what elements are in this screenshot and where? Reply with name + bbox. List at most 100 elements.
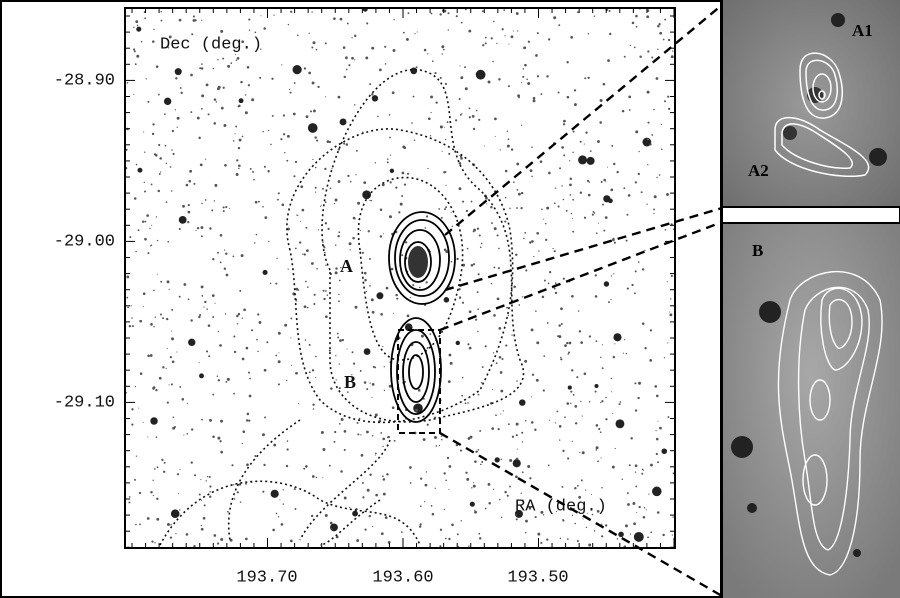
star bbox=[152, 480, 153, 481]
star bbox=[521, 82, 522, 83]
star bbox=[316, 49, 318, 51]
star bbox=[502, 28, 504, 30]
star bbox=[471, 201, 473, 203]
star bbox=[601, 400, 603, 402]
star bbox=[562, 450, 564, 452]
star bbox=[172, 153, 174, 155]
star bbox=[434, 436, 437, 439]
star bbox=[559, 425, 562, 428]
star bbox=[325, 96, 326, 97]
star bbox=[150, 354, 153, 357]
star bbox=[521, 192, 523, 194]
star bbox=[206, 308, 208, 310]
star bbox=[434, 72, 436, 74]
star bbox=[384, 390, 385, 391]
star bbox=[290, 317, 292, 319]
star bbox=[174, 426, 176, 428]
star bbox=[278, 192, 280, 194]
star bbox=[522, 76, 524, 78]
star bbox=[525, 532, 527, 534]
star bbox=[491, 283, 492, 284]
star bbox=[647, 91, 650, 94]
star bbox=[496, 362, 498, 364]
star bbox=[270, 283, 271, 284]
star bbox=[447, 12, 449, 14]
star bbox=[560, 357, 561, 358]
star bbox=[275, 283, 277, 285]
star bbox=[452, 226, 453, 227]
star bbox=[536, 379, 539, 382]
star bbox=[408, 12, 410, 14]
star bbox=[600, 431, 602, 433]
star bbox=[150, 491, 152, 493]
star bbox=[346, 349, 347, 350]
star bbox=[371, 47, 374, 50]
star bbox=[139, 492, 141, 494]
star bbox=[305, 339, 306, 340]
star bbox=[297, 215, 298, 216]
star bbox=[671, 275, 673, 277]
star bbox=[656, 395, 659, 398]
star bbox=[382, 438, 385, 441]
star bbox=[200, 479, 201, 480]
star bbox=[264, 369, 267, 372]
star bbox=[478, 394, 480, 396]
star bbox=[473, 482, 474, 483]
star bbox=[225, 253, 227, 255]
star bbox=[473, 128, 475, 130]
star bbox=[253, 179, 255, 181]
star bbox=[638, 261, 640, 263]
star bbox=[435, 101, 437, 103]
star bbox=[658, 421, 659, 422]
star bbox=[518, 193, 521, 196]
star bbox=[217, 59, 218, 60]
star bbox=[288, 24, 289, 25]
star bbox=[209, 496, 211, 498]
star bbox=[301, 209, 304, 212]
star bbox=[401, 254, 403, 256]
star bbox=[511, 35, 514, 38]
star bbox=[571, 295, 574, 298]
star bbox=[166, 201, 168, 203]
star bbox=[533, 256, 534, 257]
star bbox=[597, 140, 600, 143]
star bbox=[234, 133, 235, 134]
star bbox=[634, 47, 636, 49]
star bbox=[423, 438, 426, 441]
star bbox=[238, 147, 240, 149]
star bbox=[157, 466, 159, 468]
star bbox=[157, 274, 158, 275]
star bbox=[304, 67, 306, 69]
star bbox=[537, 75, 539, 77]
star bbox=[448, 153, 450, 155]
star bbox=[224, 164, 227, 167]
star bbox=[278, 383, 280, 385]
star bbox=[507, 130, 508, 131]
star bbox=[364, 381, 367, 384]
star bbox=[338, 148, 340, 150]
star bbox=[506, 307, 508, 309]
star bbox=[668, 108, 670, 110]
star bbox=[444, 509, 445, 510]
star bbox=[322, 477, 323, 478]
star bbox=[226, 274, 229, 277]
star bbox=[188, 298, 190, 300]
star bbox=[588, 544, 591, 547]
star bbox=[240, 81, 242, 83]
star bbox=[311, 47, 313, 49]
star bbox=[345, 56, 348, 59]
star bbox=[166, 368, 167, 369]
star bbox=[456, 341, 460, 345]
star bbox=[186, 433, 188, 435]
star bbox=[647, 164, 648, 165]
star bbox=[224, 249, 225, 250]
star bbox=[469, 108, 471, 110]
star bbox=[362, 482, 364, 484]
star bbox=[398, 211, 400, 213]
star bbox=[484, 145, 485, 146]
star bbox=[335, 244, 337, 246]
star bbox=[670, 298, 671, 299]
star bbox=[505, 345, 507, 347]
star bbox=[522, 441, 523, 442]
star bbox=[150, 323, 153, 326]
